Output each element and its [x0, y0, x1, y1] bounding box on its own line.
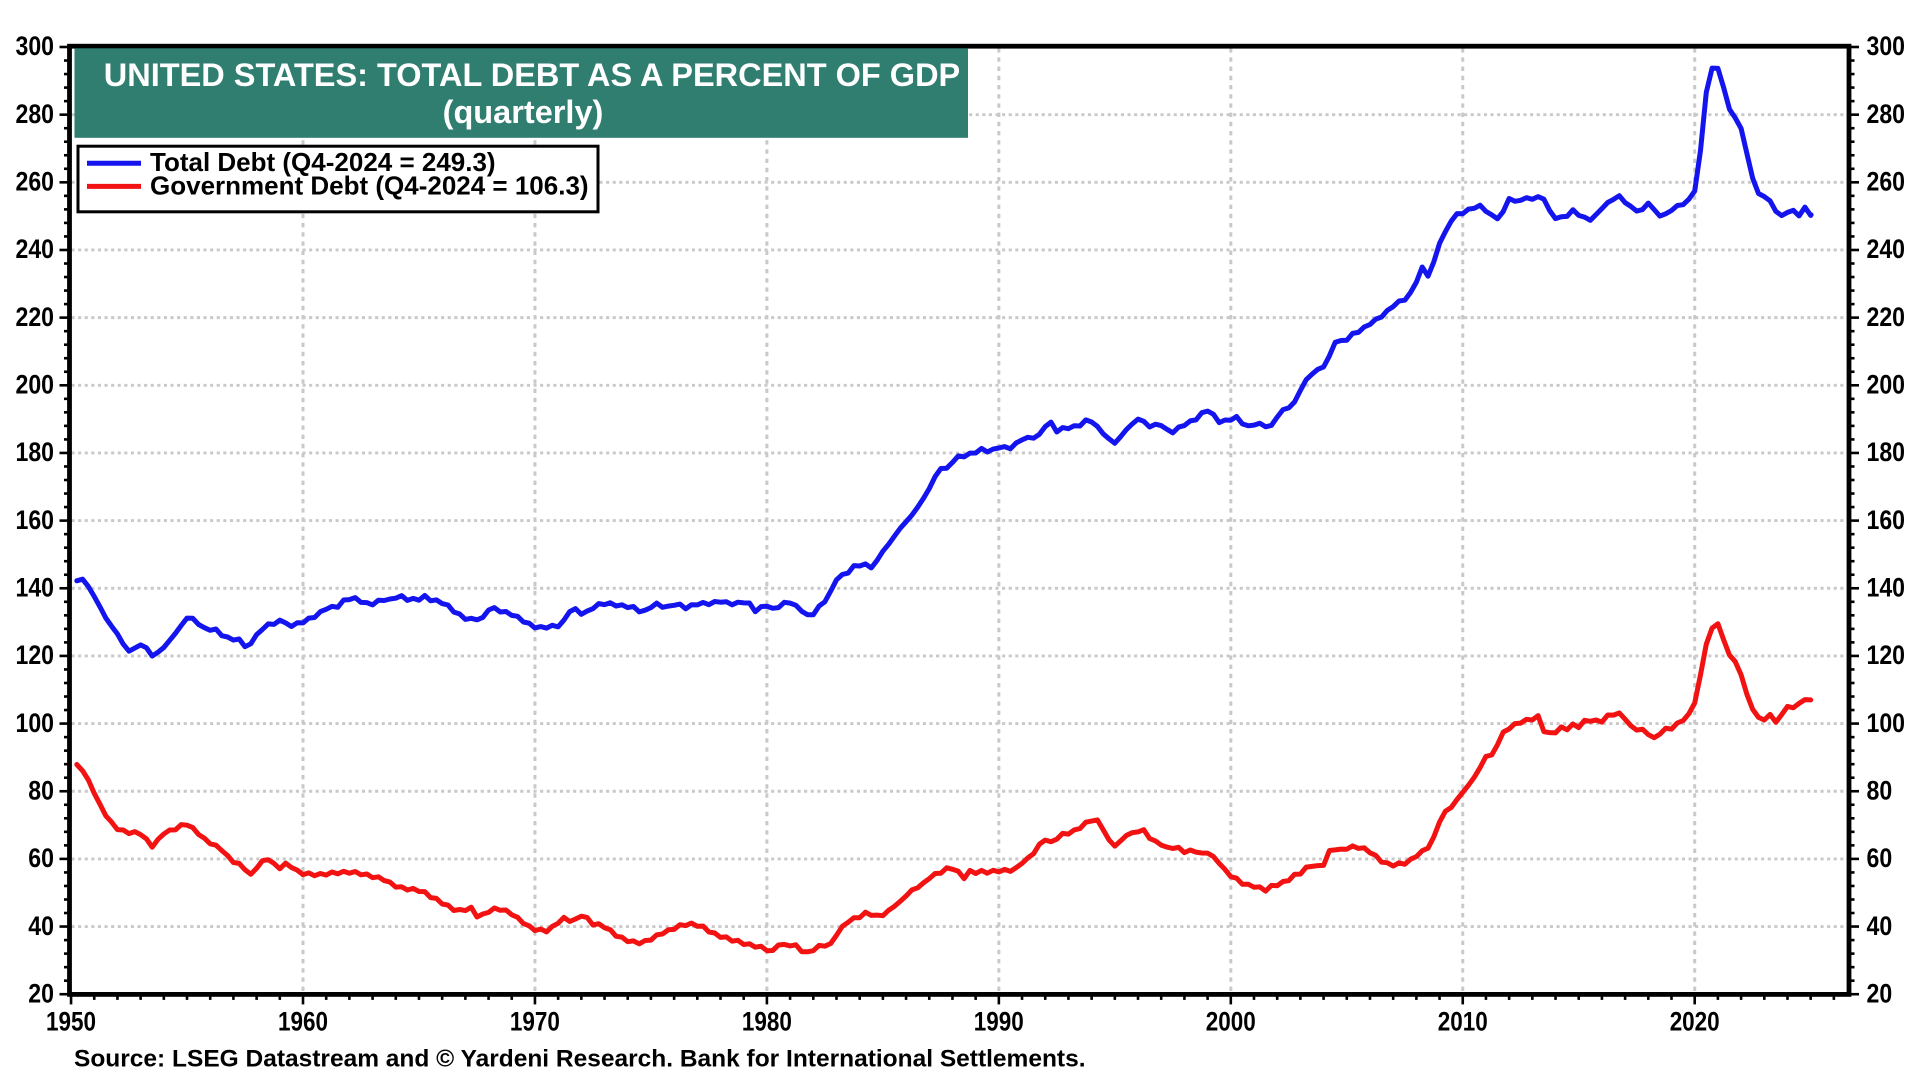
svg-text:UNITED STATES: TOTAL DEBT AS A: UNITED STATES: TOTAL DEBT AS A PERCENT O…	[104, 57, 960, 93]
svg-text:260: 260	[1867, 167, 1906, 197]
svg-text:260: 260	[16, 167, 55, 197]
svg-text:300: 300	[1867, 31, 1906, 61]
svg-text:(quarterly): (quarterly)	[443, 94, 604, 130]
svg-text:1950: 1950	[46, 1007, 96, 1037]
svg-text:160: 160	[16, 505, 55, 535]
svg-text:240: 240	[1867, 234, 1906, 264]
svg-text:220: 220	[16, 302, 55, 332]
svg-text:1970: 1970	[510, 1007, 560, 1037]
svg-text:280: 280	[1867, 99, 1906, 129]
svg-text:200: 200	[16, 370, 55, 400]
svg-text:Source: LSEG Datastream and ©: Source: LSEG Datastream and © Yardeni Re…	[74, 1046, 1086, 1073]
svg-text:60: 60	[28, 843, 54, 873]
svg-text:300: 300	[16, 31, 55, 61]
svg-text:2010: 2010	[1438, 1007, 1488, 1037]
svg-text:120: 120	[16, 640, 55, 670]
svg-text:220: 220	[1867, 302, 1906, 332]
svg-text:1990: 1990	[974, 1007, 1024, 1037]
svg-text:100: 100	[1867, 708, 1906, 738]
svg-text:180: 180	[1867, 437, 1906, 467]
svg-text:1980: 1980	[742, 1007, 792, 1037]
svg-text:Total Debt (Q4-2024 = 249.3): Total Debt (Q4-2024 = 249.3)	[150, 147, 496, 177]
svg-text:Government Debt (Q4-2024 = 106: Government Debt (Q4-2024 = 106.3)	[150, 170, 589, 200]
svg-text:2000: 2000	[1206, 1007, 1256, 1037]
svg-text:1960: 1960	[278, 1007, 328, 1037]
svg-text:140: 140	[16, 573, 55, 603]
svg-text:140: 140	[1867, 573, 1906, 603]
svg-text:100: 100	[16, 708, 55, 738]
svg-text:180: 180	[16, 437, 55, 467]
svg-text:60: 60	[1867, 843, 1893, 873]
svg-text:80: 80	[1867, 775, 1893, 805]
svg-text:160: 160	[1867, 505, 1906, 535]
svg-text:20: 20	[28, 978, 54, 1008]
svg-text:280: 280	[16, 99, 55, 129]
svg-text:20: 20	[1867, 978, 1893, 1008]
svg-text:120: 120	[1867, 640, 1906, 670]
svg-text:240: 240	[16, 234, 55, 264]
svg-text:2020: 2020	[1670, 1007, 1720, 1037]
svg-text:40: 40	[1867, 911, 1893, 941]
svg-text:80: 80	[28, 775, 54, 805]
svg-text:200: 200	[1867, 370, 1906, 400]
svg-text:40: 40	[28, 911, 54, 941]
